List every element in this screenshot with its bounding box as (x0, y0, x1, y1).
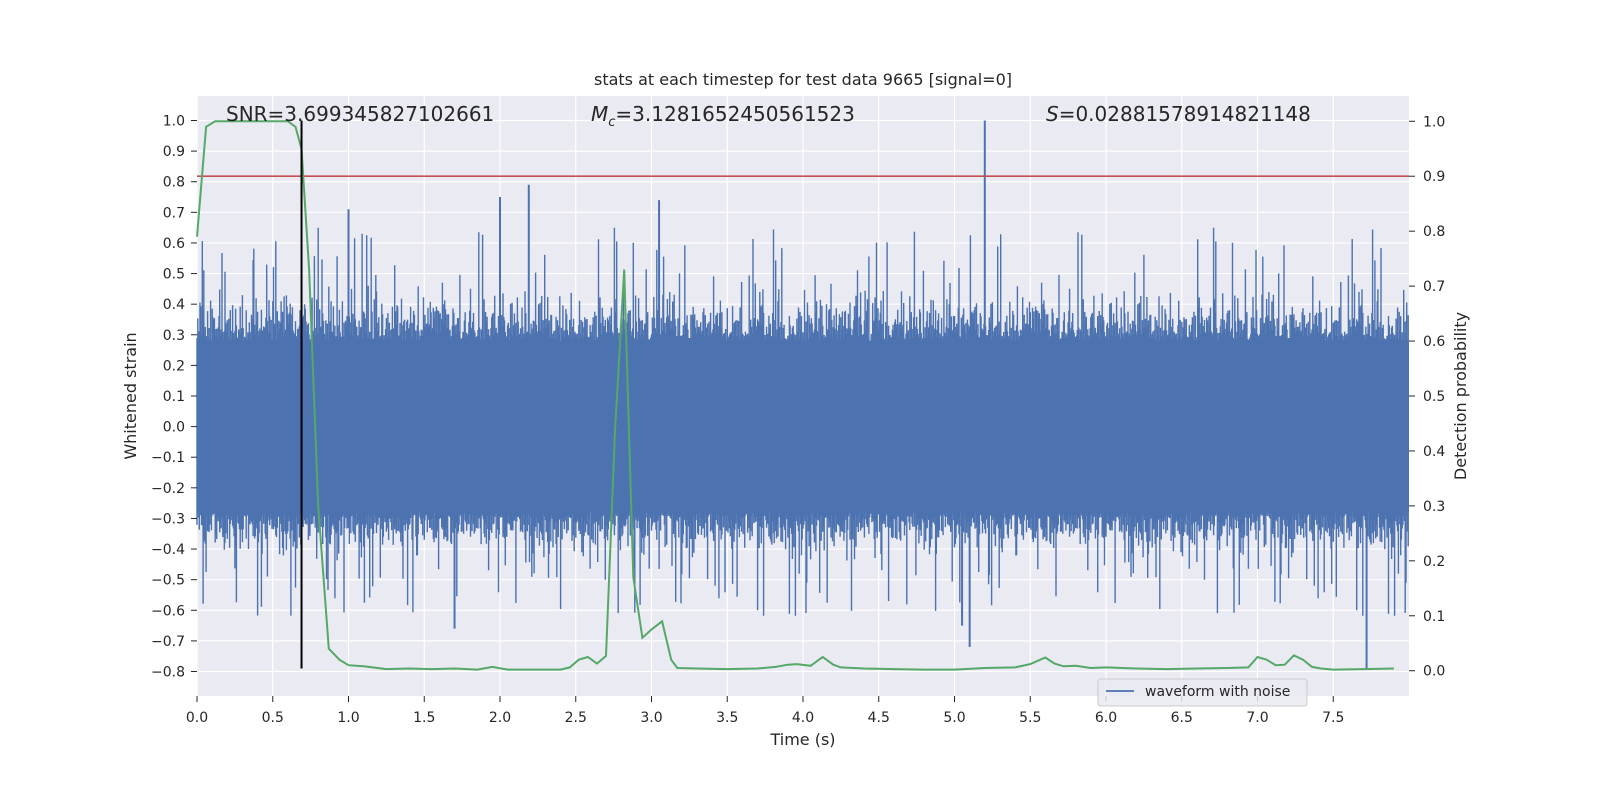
x-tick-label: 0.0 (186, 710, 208, 726)
y2-tick-label: 0.1 (1423, 609, 1445, 625)
y-tick-label: 0.9 (163, 144, 185, 160)
s-symbol: S (1046, 102, 1059, 126)
y-ticks: −0.8 −0.7 −0.6 −0.5 −0.4 −0.3 −0.2 −0.1 0.0 0.1 0.… (151, 113, 197, 681)
y2-ticks: 0.0 0.1 0.2 0.3 0.4 0.5 0.6 0.7 0.8 0.9 1.0 (1409, 114, 1445, 680)
y-tick-label: −0.3 (151, 511, 185, 527)
mc-symbol: M (591, 102, 608, 126)
x-tick-label: 4.5 (868, 710, 890, 726)
detection-probability-line (196, 120, 1394, 671)
x-tick-label: 0.5 (262, 710, 284, 726)
y-tick-label: −0.4 (151, 542, 185, 558)
y2-tick-label: 0.7 (1423, 279, 1445, 295)
x-tick-label: 4.0 (792, 710, 814, 726)
x-axis-label: Time (s) (769, 730, 835, 749)
y-tick-label: 0.8 (163, 175, 185, 191)
y-tick-label: −0.8 (151, 665, 185, 681)
y2-tick-label: 0.4 (1423, 444, 1445, 460)
mc-value: =3.1281652450561523 (615, 102, 854, 126)
y2-tick-label: 0.6 (1423, 334, 1445, 350)
x-tick-label: 1.0 (337, 710, 359, 726)
y-tick-label: −0.2 (151, 481, 185, 497)
y-axis-label: Whitened strain (121, 332, 140, 459)
y-tick-label: 0.5 (163, 267, 185, 283)
y-tick-label: 0.1 (163, 389, 185, 405)
x-tick-label: 3.0 (640, 710, 662, 726)
x-tick-label: 1.5 (413, 710, 435, 726)
chart-title: stats at each timestep for test data 966… (594, 70, 1012, 89)
x-tick-label: 5.0 (943, 710, 965, 726)
s-value: =0.02881578914821148 (1059, 102, 1311, 126)
legend-entry: waveform with noise (1145, 684, 1290, 700)
y-tick-label: 0.4 (163, 297, 185, 313)
y2-tick-label: 0.5 (1423, 389, 1445, 405)
y2-axis-label: Detection probability (1451, 312, 1470, 480)
y2-tick-label: 0.3 (1423, 499, 1445, 515)
x-tick-label: 5.5 (1019, 710, 1041, 726)
y-tick-label: 0.3 (163, 328, 185, 344)
mc-subscript: c (608, 115, 615, 130)
y-tick-label: −0.5 (151, 573, 185, 589)
overlays (196, 120, 1409, 671)
y2-tick-label: 0.2 (1423, 554, 1445, 570)
chirp-mass-annotation: Mc=3.1281652450561523 (591, 102, 855, 130)
legend-box (1097, 678, 1308, 707)
x-tick-label: 7.5 (1322, 710, 1344, 726)
y2-tick-label: 1.0 (1423, 114, 1445, 130)
x-tick-label: 6.0 (1095, 710, 1117, 726)
x-tick-label: 2.0 (489, 710, 511, 726)
y-tick-label: −0.7 (151, 634, 185, 650)
legend: waveform with noise (1097, 678, 1308, 707)
y-tick-label: 0.2 (163, 358, 185, 374)
y-tick-label: 0.6 (163, 236, 185, 252)
waveform-core-band (197, 340, 1409, 513)
y2-tick-label: 0.8 (1423, 224, 1445, 240)
x-tick-label: 7.0 (1246, 710, 1268, 726)
y2-tick-label: 0.0 (1423, 664, 1445, 680)
s-annotation: S=0.02881578914821148 (1046, 102, 1311, 126)
snr-annotation: SNR=3.699345827102661 (226, 102, 494, 126)
x-tick-label: 3.5 (716, 710, 738, 726)
x-ticks: 0.0 0.5 1.0 1.5 2.0 2.5 3.0 3.5 4.0 4.5 5.0 5.5 6.0 6… (186, 696, 1344, 726)
y-tick-label: 1.0 (163, 113, 185, 129)
y2-tick-label: 0.9 (1423, 169, 1445, 185)
y-tick-label: −0.6 (151, 603, 185, 619)
x-tick-label: 2.5 (565, 710, 587, 726)
x-tick-label: 6.5 (1171, 710, 1193, 726)
y-tick-label: 0.0 (163, 420, 185, 436)
y-tick-label: −0.1 (151, 450, 185, 466)
y-tick-label: 0.7 (163, 205, 185, 221)
waveform-series (196, 120, 1409, 669)
